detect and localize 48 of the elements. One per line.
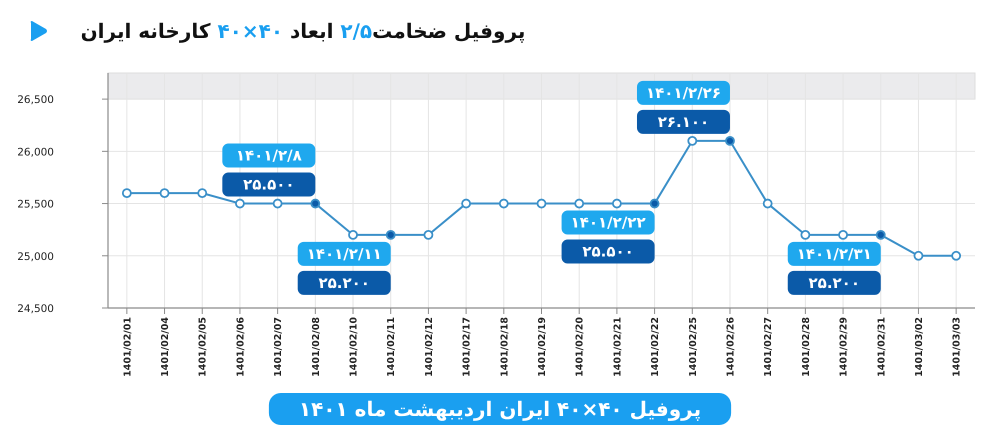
ytick: 26,500	[17, 94, 54, 106]
ytick: 26,000	[17, 146, 54, 158]
annotation: ۱۴۰۱/۲/۲۶	[646, 84, 721, 102]
xtick: 1401/02/28	[800, 317, 812, 377]
value-label: ۲۶.۱۰۰	[636, 110, 730, 134]
annotation: ۲۵.۵۰۰	[582, 242, 634, 261]
xtick: 1401/02/07	[273, 317, 284, 377]
annotation: ۱۴۰۱/۲/۸	[236, 146, 302, 165]
date-label: ۱۴۰۱/۲/۲۶	[636, 80, 730, 105]
xtick: 1401/02/29	[838, 317, 850, 377]
ytick: 25,500	[17, 198, 54, 211]
xtick: 1401/02/26	[725, 317, 736, 377]
annotation: ۱۴۰۱/۲/۲۲	[570, 214, 646, 232]
ytick: 24,500	[17, 303, 54, 315]
xtick: 1401/02/22	[650, 317, 662, 377]
annotation: ۱۴۰۱/۲/۱۱	[306, 244, 382, 263]
annotation: ۱۴۰۱/۲/۳۱	[796, 244, 872, 263]
date-label: ۱۴۰۱/۲/۲۲	[562, 210, 655, 235]
ytick: 25,000	[17, 250, 54, 263]
xtick: 1401/02/01	[122, 317, 134, 377]
value-label: ۲۵.۵۰۰	[562, 240, 655, 264]
xtick: 1401/03/03	[952, 317, 963, 377]
xtick: 1401/02/12	[424, 317, 435, 377]
title: پروفیل ضخامت۲/۵ ابعاد ۴۰×۴۰ کارخانه ایران	[80, 19, 526, 43]
annotation: ۲۵.۲۰۰	[808, 274, 860, 292]
xtick: 1401/02/04	[160, 317, 172, 377]
xtick: 1401/02/25	[688, 317, 699, 377]
xtick: 1401/02/11	[386, 317, 398, 377]
xtick: 1401/02/05	[198, 317, 209, 377]
annotation: ۲۶.۱۰۰	[658, 112, 710, 131]
xtick: 1401/02/21	[612, 317, 624, 377]
date-label: ۱۴۰۱/۲/۳۱	[788, 242, 881, 266]
xtick: 1401/02/10	[348, 317, 360, 377]
value-label: ۲۵.۲۰۰	[788, 270, 881, 295]
xtick: 1401/02/27	[763, 317, 774, 377]
caption: پروفیل ۴۰×۴۰ ایران اردیبهشت ماه ۱۴۰۱	[268, 393, 732, 425]
xtick: 1401/02/17	[462, 317, 473, 377]
date-label: ۱۴۰۱/۲/۱۱	[298, 242, 391, 266]
xtick: 1401/02/06	[235, 317, 246, 377]
annotation: ۲۵.۲۰۰	[318, 274, 370, 292]
date-label: ۱۴۰۱/۲/۸	[222, 144, 316, 168]
xtick: 1401/02/20	[574, 317, 586, 377]
xtick: 1401/03/02	[914, 317, 925, 377]
xtick: 1401/02/19	[537, 317, 548, 377]
value-label: ۲۵.۲۰۰	[298, 270, 391, 295]
xtick: 1401/02/18	[499, 317, 510, 377]
xtick: 1401/02/08	[310, 317, 322, 377]
xtick: 1401/02/31	[876, 317, 888, 377]
